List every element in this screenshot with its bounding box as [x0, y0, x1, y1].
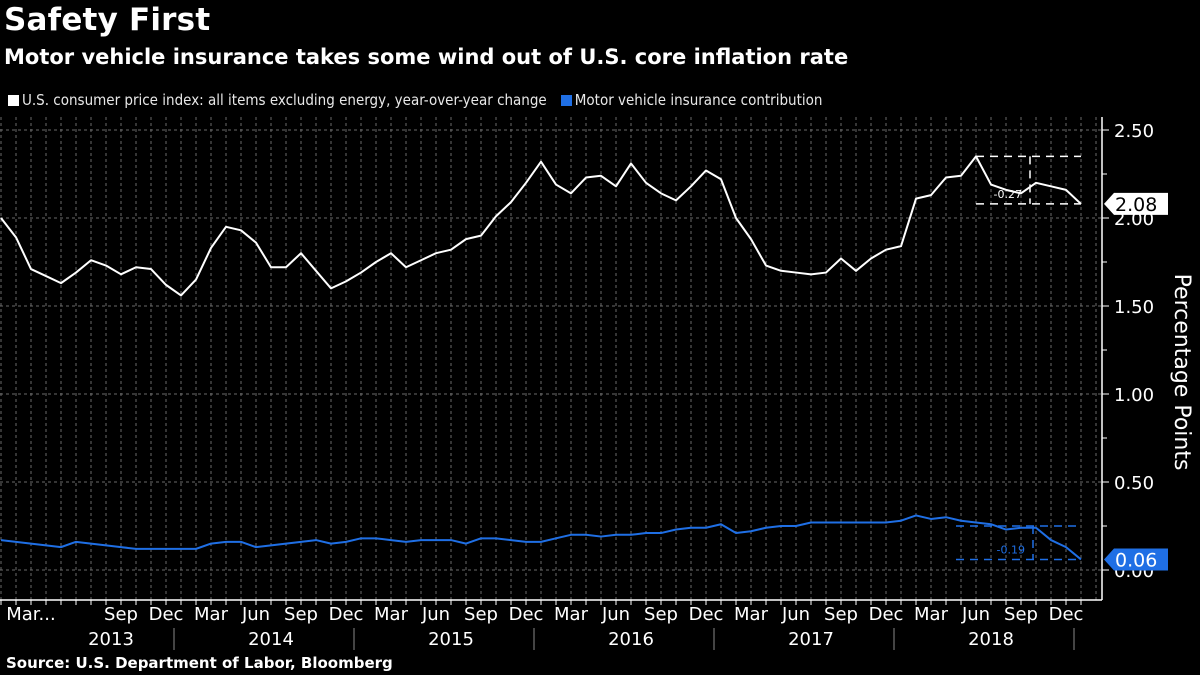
chart-title: Safety First	[4, 2, 211, 38]
legend-label-core-cpi: U.S. consumer price index: all items exc…	[22, 91, 547, 109]
x-month-label: Sep	[104, 604, 138, 625]
x-month-label: Jun	[601, 604, 630, 625]
last-value-label: 2.08	[1115, 194, 1157, 216]
y-tick-label: 1.00	[1114, 385, 1154, 406]
x-month-label: Mar	[194, 604, 229, 625]
x-month-label: Sep	[284, 604, 318, 625]
x-month-label: Sep	[644, 604, 678, 625]
x-month-label: Jun	[241, 604, 270, 625]
y-axis-title: Percentage Points	[1169, 274, 1194, 471]
x-year-label: 2016	[608, 629, 654, 650]
x-month-label: Sep	[1004, 604, 1038, 625]
y-tick-label: 1.50	[1114, 297, 1154, 318]
last-value-tag	[1104, 192, 1168, 215]
x-year-label: 2013	[88, 629, 134, 650]
chart-subtitle: Motor vehicle insurance takes some wind …	[4, 45, 849, 69]
annotation-label: -0.19	[997, 543, 1025, 556]
x-month-label: Mar...	[6, 604, 55, 625]
x-month-label: Mar	[914, 604, 949, 625]
legend-item-core-cpi: U.S. consumer price index: all items exc…	[8, 91, 547, 109]
annotation-label: -0.27	[994, 188, 1022, 201]
x-month-label: Dec	[509, 604, 544, 625]
legend-label-insurance: Motor vehicle insurance contribution	[574, 91, 823, 109]
x-month-label: Dec	[329, 604, 364, 625]
x-month-label: Jun	[781, 604, 810, 625]
x-month-label: Jun	[421, 604, 450, 625]
y-tick-label: 0.50	[1114, 473, 1154, 494]
x-year-label: 2018	[968, 629, 1014, 650]
x-year-label: 2015	[428, 629, 474, 650]
x-month-label: Sep	[824, 604, 858, 625]
legend-item-insurance: Motor vehicle insurance contribution	[560, 91, 823, 109]
x-month-label: Mar	[734, 604, 769, 625]
x-month-label: Jun	[961, 604, 990, 625]
legend: U.S. consumer price index: all items exc…	[8, 91, 836, 109]
x-month-label: Dec	[149, 604, 184, 625]
last-value-label: 0.06	[1115, 549, 1157, 571]
x-month-label: Mar	[374, 604, 409, 625]
x-month-label: Dec	[869, 604, 904, 625]
source-note: Source: U.S. Department of Labor, Bloomb…	[6, 654, 393, 672]
x-month-label: Dec	[1049, 604, 1084, 625]
x-month-label: Mar	[554, 604, 589, 625]
y-tick-label: 2.50	[1114, 121, 1154, 142]
legend-swatch-insurance	[560, 94, 572, 106]
last-value-tag	[1104, 548, 1168, 571]
x-month-label: Sep	[464, 604, 498, 625]
x-month-label: Dec	[689, 604, 724, 625]
legend-swatch-core-cpi	[8, 94, 19, 106]
x-year-label: 2014	[248, 629, 294, 650]
x-year-label: 2017	[788, 629, 834, 650]
